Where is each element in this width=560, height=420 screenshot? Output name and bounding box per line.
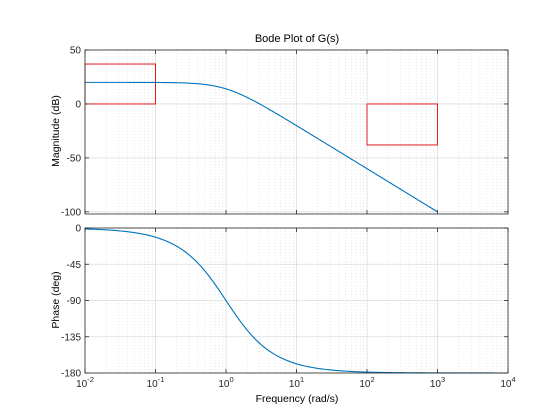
y-tick-label: 0 xyxy=(75,99,81,110)
constraint-box xyxy=(366,103,438,146)
x-tick-label: 10-2 xyxy=(76,375,94,390)
x-tick-labels: 10-2 10-1 100 101 102 103 104 xyxy=(76,375,516,390)
magnitude-axis-label: Magnitude (dB) xyxy=(50,95,62,167)
x-tick-label: 101 xyxy=(289,375,304,390)
magnitude-panel: 50 0 -50 -100 xyxy=(61,46,509,218)
x-tick-label: 103 xyxy=(430,375,445,390)
magnitude-series-line xyxy=(85,81,438,213)
y-tick-label: -50 xyxy=(67,153,82,164)
phase-panel: 0 -45 -90 -135 -180 xyxy=(61,224,509,380)
x-tick-label: 102 xyxy=(359,375,374,390)
phase-axis-label: Phase (deg) xyxy=(50,271,62,328)
x-tick-label: 104 xyxy=(500,375,515,390)
y-tick-label: -135 xyxy=(61,332,81,343)
y-tick-label: 0 xyxy=(75,224,81,235)
x-axis-label: Frequency (rad/s) xyxy=(256,393,339,405)
y-tick-label: -180 xyxy=(61,369,81,380)
y-tick-label: 50 xyxy=(70,46,82,57)
chart-title: Bode Plot of G(s) xyxy=(255,33,339,45)
y-tick-label: -90 xyxy=(67,296,82,307)
y-tick-label: -100 xyxy=(61,207,81,218)
y-tick-label: -45 xyxy=(67,260,82,271)
x-tick-label: 10-1 xyxy=(147,375,165,390)
x-tick-label: 100 xyxy=(218,375,233,390)
